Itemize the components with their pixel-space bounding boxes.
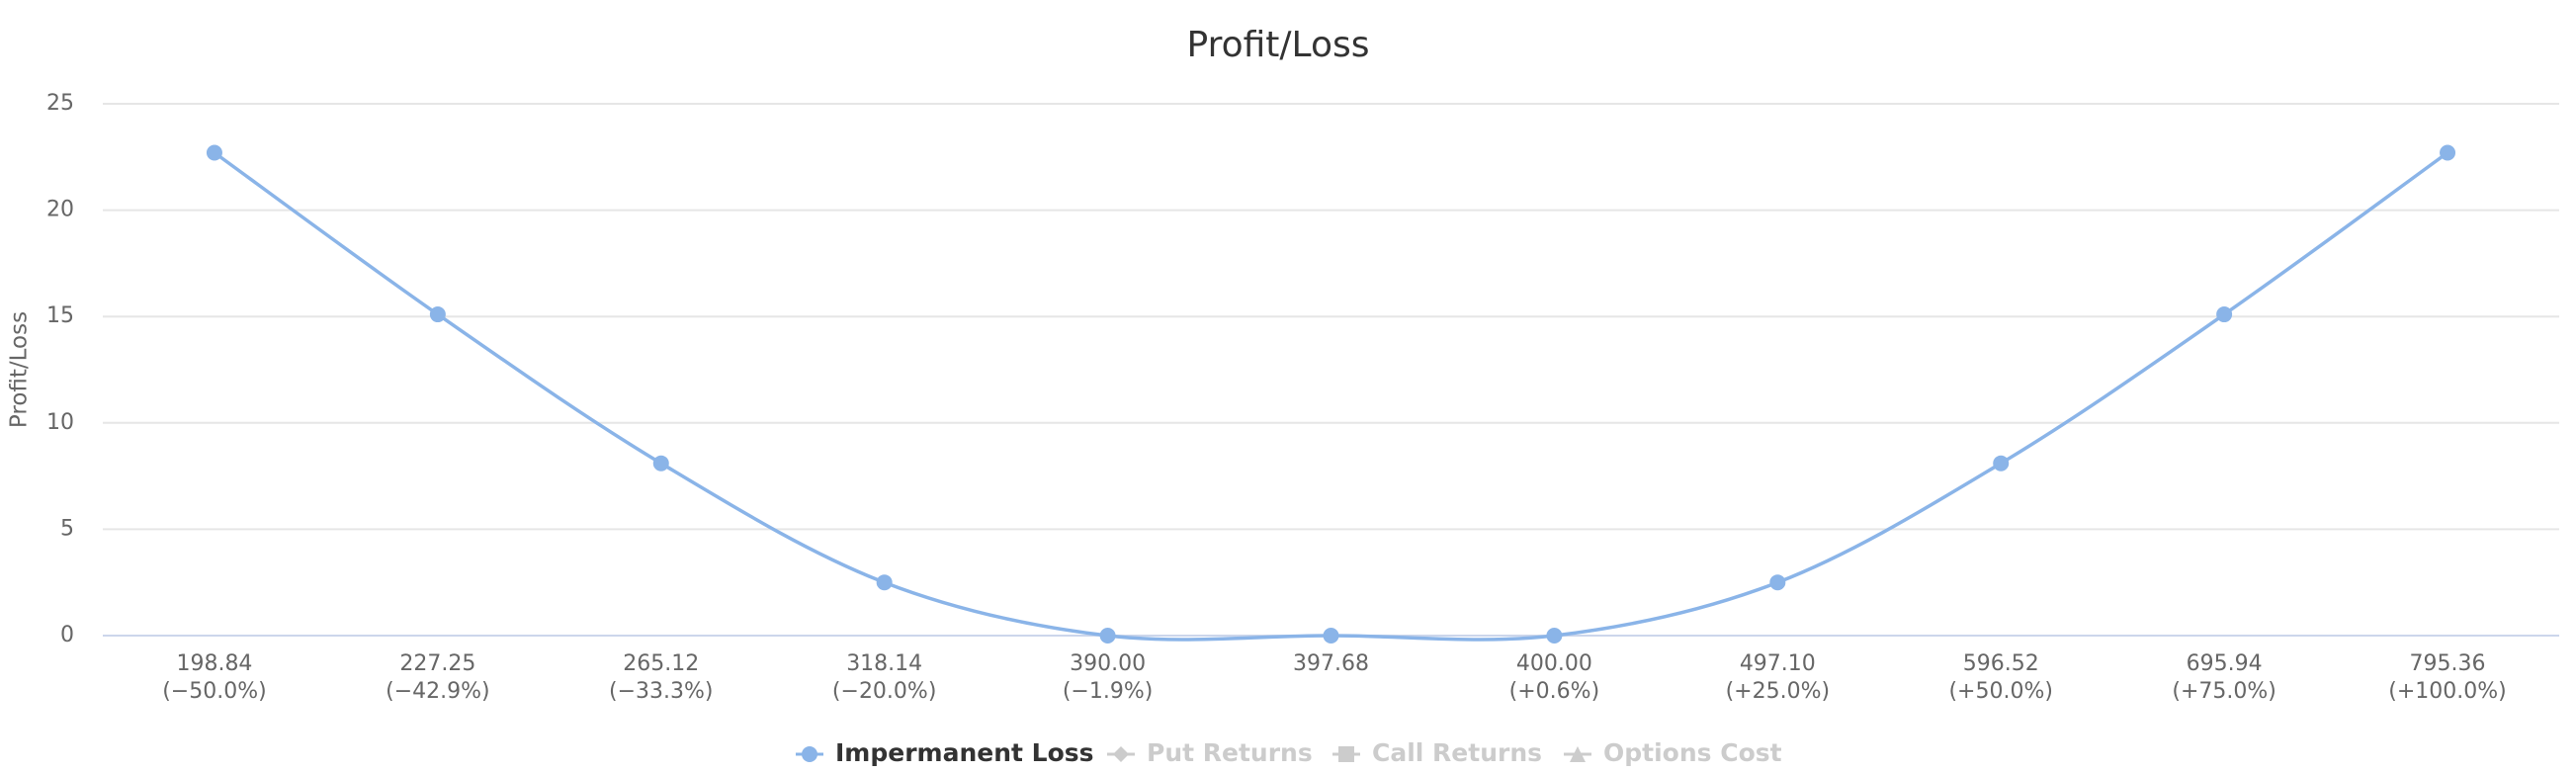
y-tick-label: 0	[60, 623, 74, 647]
legend-label[interactable]: Options Cost	[1603, 738, 1782, 767]
x-tick-label: 795.36	[2410, 651, 2486, 676]
x-tick-sublabel: (+25.0%)	[1726, 679, 1831, 704]
legend-label[interactable]: Call Returns	[1372, 738, 1542, 767]
x-tick-label: 497.10	[1740, 651, 1816, 676]
x-tick-sublabel: (+100.0%)	[2388, 679, 2507, 704]
x-tick-sublabel: (−50.0%)	[162, 679, 267, 704]
x-tick-label: 265.12	[623, 651, 699, 676]
x-tick-sublabel: (−33.3%)	[609, 679, 714, 704]
x-tick-sublabel: (+75.0%)	[2172, 679, 2276, 704]
marker	[1993, 455, 2010, 472]
marker	[1338, 746, 1354, 762]
y-axis-title: Profit/Loss	[7, 311, 33, 428]
marker	[2440, 144, 2456, 161]
marker	[1113, 746, 1129, 762]
x-tick-sublabel: (+0.6%)	[1509, 679, 1600, 704]
legend-label[interactable]: Impermanent Loss	[835, 738, 1094, 767]
y-tick-label: 25	[46, 91, 74, 116]
x-tick-label: 695.94	[2187, 651, 2263, 676]
x-tick-sublabel: (−1.9%)	[1063, 679, 1154, 704]
marker	[206, 144, 222, 161]
y-tick-label: 15	[46, 303, 74, 328]
legend-label[interactable]: Put Returns	[1147, 738, 1313, 767]
marker	[1769, 574, 1786, 591]
marker	[876, 574, 893, 591]
marker	[429, 306, 446, 323]
marker	[1570, 746, 1586, 762]
x-tick-sublabel: (−20.0%)	[832, 679, 937, 704]
marker	[2216, 306, 2233, 323]
x-tick-label: 400.00	[1516, 651, 1592, 676]
x-tick-label: 390.00	[1070, 651, 1146, 676]
x-tick-label: 397.68	[1293, 651, 1369, 676]
marker	[1099, 628, 1116, 644]
x-tick-label: 318.14	[846, 651, 922, 676]
x-tick-label: 227.25	[399, 651, 475, 676]
y-tick-label: 5	[60, 516, 74, 541]
x-tick-sublabel: (−42.9%)	[386, 679, 490, 704]
marker	[1323, 628, 1339, 644]
x-tick-label: 596.52	[1963, 651, 2039, 676]
y-tick-label: 10	[46, 410, 74, 435]
y-tick-label: 20	[46, 198, 74, 222]
marker	[652, 455, 669, 472]
marker	[802, 746, 817, 762]
x-tick-label: 198.84	[176, 651, 252, 676]
chart-title: Profit/Loss	[1187, 25, 1370, 65]
x-tick-sublabel: (+50.0%)	[1948, 679, 2053, 704]
marker	[1546, 628, 1563, 644]
